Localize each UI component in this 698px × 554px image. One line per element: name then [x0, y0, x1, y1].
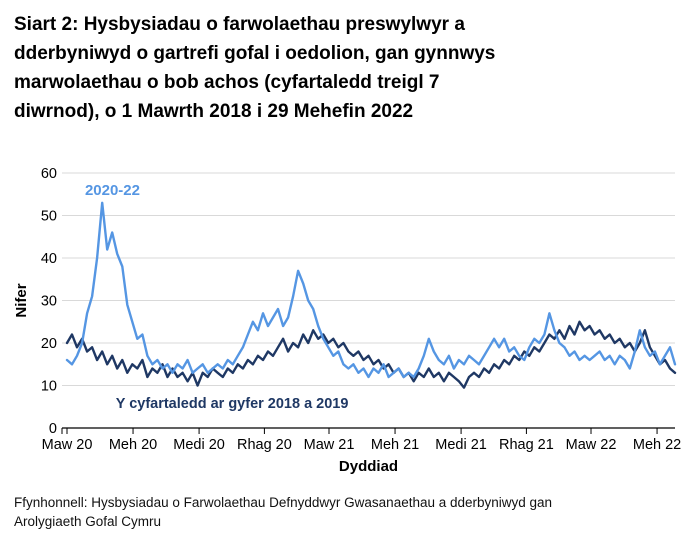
y-tick-label-10: 10 — [41, 379, 57, 395]
x-axis-title: Dyddiad — [339, 458, 398, 475]
x-tick-label-1: Meh 20 — [109, 437, 157, 453]
x-tick-label-8: Maw 22 — [566, 437, 617, 453]
chart-annotation-0: 2020-22 — [85, 182, 140, 199]
x-tick-label-6: Medi 21 — [435, 437, 487, 453]
x-tick-label-7: Rhag 21 — [499, 437, 554, 453]
x-tick-label-4: Maw 21 — [304, 437, 355, 453]
series-line-1 — [65, 320, 677, 389]
y-tick-label-40: 40 — [41, 251, 57, 267]
x-tick-label-9: Meh 22 — [633, 437, 681, 453]
chart-title-line-4: diwrnod), o 1 Mawrth 2018 i 29 Mehefin 2… — [14, 101, 414, 122]
chart-title-line-2: dderbyniwyd o gartrefi gofal i oedolion,… — [14, 43, 496, 64]
source-note: Ffynhonnell: Hysbysiadau o Farwolaethau … — [14, 493, 684, 531]
y-tick-label-20: 20 — [41, 336, 57, 352]
y-tick-label-60: 60 — [41, 166, 57, 182]
source-note-line-2: Arolygiaeth Gofal Cymru — [14, 514, 162, 529]
x-tick-label-5: Meh 21 — [371, 437, 419, 453]
y-tick-label-0: 0 — [49, 421, 57, 437]
chart-annotation-1: Y cyfartaledd ar gyfer 2018 a 2019 — [116, 396, 349, 412]
chart-title: Siart 2: Hysbysiadau o farwolaethau pres… — [14, 10, 674, 126]
x-tick-label-2: Medi 20 — [173, 437, 225, 453]
chart-title-line-3: marwolaethau o bob achos (cyfartaledd tr… — [14, 72, 440, 93]
chart-title-line-1: Siart 2: Hysbysiadau o farwolaethau pres… — [14, 14, 465, 35]
y-axis-title: Nifer — [13, 283, 30, 317]
x-tick-label-0: Maw 20 — [42, 437, 93, 453]
x-tick-label-3: Rhag 20 — [237, 437, 292, 453]
series-line-0 — [65, 201, 677, 379]
y-tick-label-50: 50 — [41, 209, 57, 225]
source-note-line-1: Ffynhonnell: Hysbysiadau o Farwolaethau … — [14, 495, 553, 510]
y-tick-label-30: 30 — [41, 294, 57, 310]
